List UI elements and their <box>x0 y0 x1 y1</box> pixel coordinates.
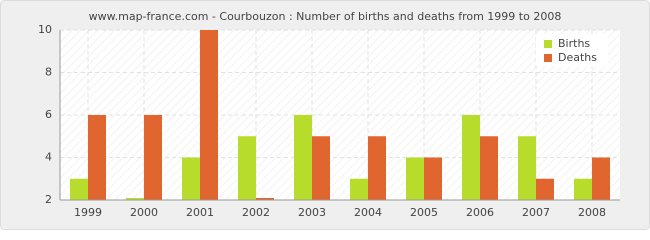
bar <box>88 115 106 200</box>
chart: www.map-france.com - Courbouzon : Number… <box>0 0 650 230</box>
y-tick-label: 10 <box>38 23 52 36</box>
bar <box>182 157 200 200</box>
bar <box>238 136 256 200</box>
x-tick-label: 2006 <box>466 206 494 219</box>
bar <box>424 157 442 200</box>
x-tick-label: 2005 <box>410 206 438 219</box>
bar <box>536 178 554 200</box>
x-tick-label: 2002 <box>242 206 270 219</box>
chart-title: www.map-france.com - Courbouzon : Number… <box>89 10 562 23</box>
bar <box>126 198 144 200</box>
x-tick-label: 2003 <box>298 206 326 219</box>
y-tick-label: 2 <box>45 193 52 206</box>
legend-label: Deaths <box>558 51 597 64</box>
bar <box>406 157 424 200</box>
x-tick-label: 2001 <box>186 206 214 219</box>
bar <box>368 136 386 200</box>
x-tick-label: 2000 <box>130 206 158 219</box>
bar <box>256 198 274 200</box>
bar <box>518 136 536 200</box>
bar <box>462 115 480 200</box>
x-tick-label: 2007 <box>522 206 550 219</box>
bar <box>574 178 592 200</box>
x-tick-label: 1999 <box>74 206 102 219</box>
bar <box>350 178 368 200</box>
bar <box>70 178 88 200</box>
y-tick-label: 6 <box>45 108 52 121</box>
x-tick-label: 2008 <box>578 206 606 219</box>
bar <box>312 136 330 200</box>
bar <box>200 30 218 200</box>
bar <box>144 115 162 200</box>
legend-label: Births <box>558 37 590 50</box>
bar <box>294 115 312 200</box>
legend-swatch <box>544 40 552 48</box>
y-tick-label: 8 <box>45 66 52 79</box>
y-tick-label: 4 <box>45 151 52 164</box>
legend-swatch <box>544 54 552 62</box>
bar <box>592 157 610 200</box>
x-tick-label: 2004 <box>354 206 382 219</box>
bar <box>480 136 498 200</box>
